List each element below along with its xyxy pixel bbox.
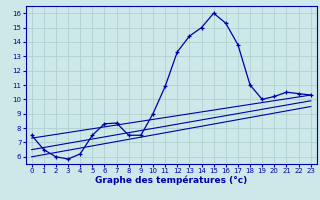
X-axis label: Graphe des températures (°c): Graphe des températures (°c) [95, 176, 247, 185]
